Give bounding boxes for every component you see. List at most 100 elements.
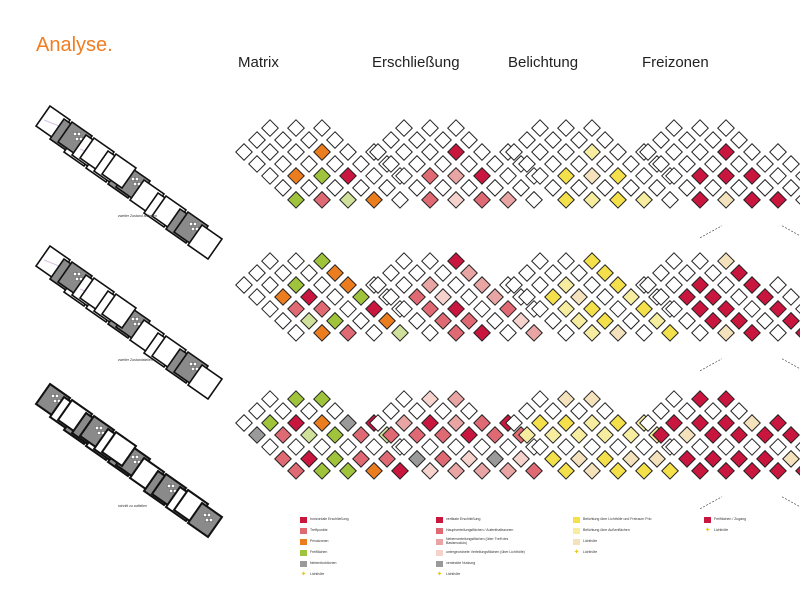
legend-label: Nebenfunktionen — [310, 560, 337, 565]
matrix-cell — [557, 414, 575, 432]
column-header-belichtung: Belichtung — [508, 54, 579, 71]
matrix-cell — [596, 426, 614, 444]
matrix-cell — [648, 449, 666, 468]
matrix-cell — [665, 414, 683, 432]
matrix-cell — [421, 461, 439, 480]
matrix-cell — [421, 437, 439, 456]
matrix-cell — [395, 390, 413, 409]
matrix-cell — [473, 461, 491, 480]
matrix-cell — [505, 143, 523, 161]
matrix-cell — [609, 143, 627, 161]
matrix-cell — [313, 299, 331, 318]
matrix-cell — [730, 426, 748, 444]
plan-caption-1: zweiter Zustand aufteilen — [118, 214, 157, 218]
furniture-dot — [192, 221, 198, 227]
matrix-cell — [795, 170, 800, 181]
matrix-cell — [691, 323, 709, 342]
matrix-cell — [717, 299, 735, 318]
matrix-cell — [248, 402, 266, 420]
plan-room — [186, 223, 224, 261]
matrix-cell — [756, 155, 774, 173]
matrix-cell — [704, 264, 722, 282]
matrix-cell — [287, 190, 305, 209]
furniture-dot — [130, 176, 136, 182]
furniture-dot — [72, 131, 78, 137]
plan-room — [100, 292, 138, 330]
matrix-cell — [525, 190, 543, 209]
matrix-cell — [782, 449, 800, 468]
matrix-cell — [512, 178, 530, 197]
matrix-cell — [743, 143, 761, 161]
legend-item: untergeordnete Verteilungsflächen (über … — [436, 547, 526, 558]
matrix-cell — [652, 426, 670, 444]
matrix-cell — [287, 143, 305, 161]
matrix-cell — [717, 437, 735, 456]
lighthouse-star-icon: ✦ — [300, 571, 307, 578]
matrix-cell — [339, 143, 357, 161]
plan-room — [186, 363, 224, 401]
matrix-cell — [261, 299, 279, 318]
matrix-cell — [352, 449, 370, 468]
matrix-cell — [505, 414, 523, 432]
plan-room — [100, 430, 138, 468]
matrix-cell — [622, 178, 640, 197]
matrix-cell — [544, 426, 562, 444]
matrix-cell — [408, 288, 426, 306]
access-line — [781, 496, 800, 508]
legend-item: ✦ Lichthöfe — [573, 547, 683, 558]
matrix-cell — [326, 155, 344, 173]
column-header-erschliessung: Erschließung — [372, 54, 460, 71]
matrix-cell — [382, 131, 400, 149]
matrix-cell — [447, 323, 465, 342]
matrix-cell — [544, 155, 562, 173]
matrix-cell — [704, 449, 722, 468]
matrix-cell — [434, 131, 452, 149]
plan-room — [100, 152, 138, 190]
legend-label: Treffpunkte — [310, 527, 328, 532]
matrix-cell — [557, 119, 575, 138]
legend-swatch — [300, 549, 307, 556]
matrix-cell — [678, 402, 696, 420]
matrix-cell — [652, 155, 670, 173]
matrix-cell — [352, 426, 370, 444]
matrix-cell — [421, 323, 439, 342]
matrix-cell — [769, 437, 787, 456]
column-header-matrix: Matrix — [238, 54, 279, 71]
matrix-cell — [300, 288, 318, 306]
matrix-cell — [313, 461, 331, 480]
matrix-cell — [261, 119, 279, 138]
matrix-cell — [583, 252, 601, 271]
matrix-cell — [583, 190, 601, 209]
matrix-cell — [313, 390, 331, 409]
matrix-cell — [287, 166, 305, 185]
matrix-cell — [421, 252, 439, 271]
matrix-cell — [635, 299, 653, 318]
matrix-cell — [531, 299, 549, 318]
matrix-cell — [704, 155, 722, 173]
matrix-cell — [434, 178, 452, 197]
legend-item: horizontale Erschließung — [300, 514, 360, 525]
matrix-cell — [408, 402, 426, 420]
legend-freizonen: Freiflächen / Zugang ✦ Lichthöfe — [704, 514, 764, 536]
legend-swatch — [300, 516, 307, 523]
legend-item: ✦ Lichthöfe — [300, 569, 360, 580]
matrix-cell — [339, 437, 357, 456]
matrix-cell — [609, 166, 627, 185]
matrix-cell — [287, 414, 305, 432]
legend-matrix: horizontale Erschließung Treffpunkte Priva… — [300, 514, 360, 580]
access-line — [781, 225, 800, 237]
matrix-cell — [274, 131, 292, 149]
legend-label: Lichthöfe — [583, 549, 598, 554]
matrix-cell — [434, 288, 452, 306]
matrix-cell — [795, 441, 800, 452]
matrix-cell — [531, 437, 549, 456]
matrix-cell — [287, 323, 305, 342]
matrix-cell — [743, 414, 761, 432]
matrix-cell — [557, 390, 575, 409]
matrix-cell — [665, 252, 683, 271]
lighthouse-star-icon: ✦ — [704, 527, 711, 534]
matrix-cell — [691, 276, 709, 294]
matrix-cell — [300, 311, 318, 330]
matrix-cell — [261, 414, 279, 432]
matrix-cell — [261, 252, 279, 271]
